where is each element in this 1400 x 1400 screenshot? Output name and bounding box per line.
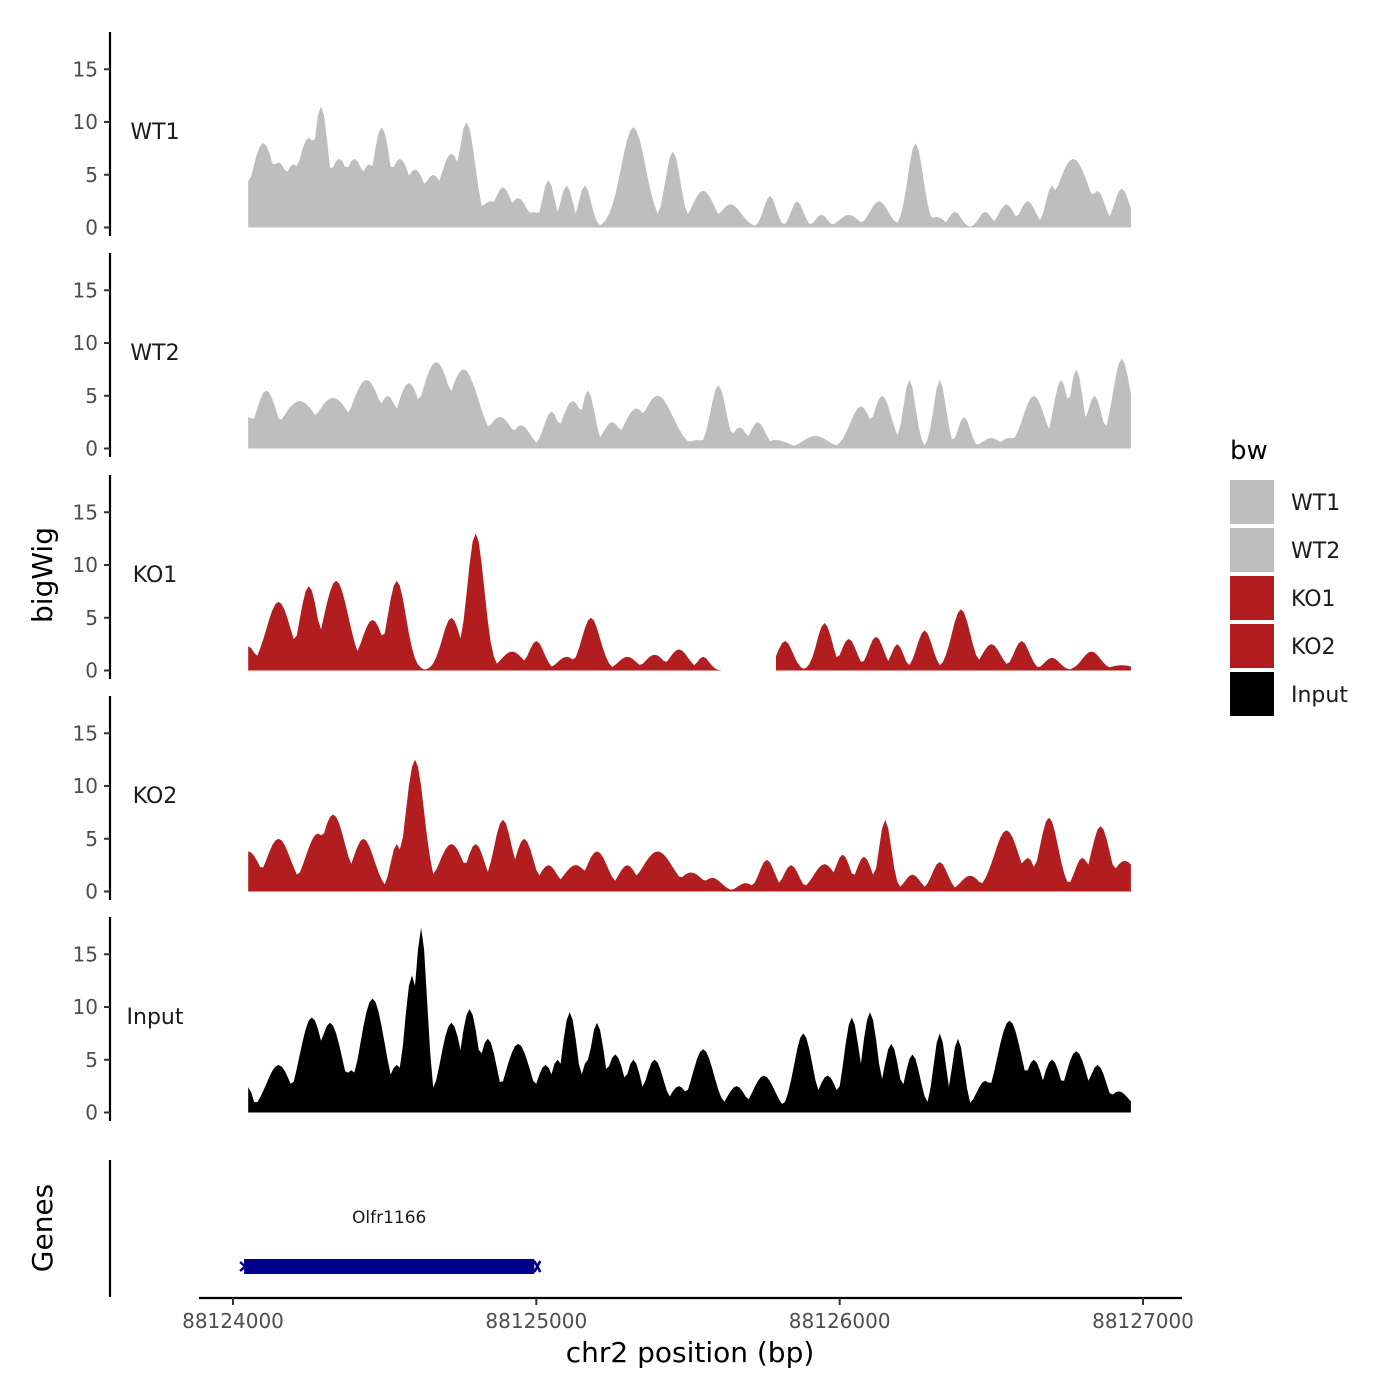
y-tick-label: 10 xyxy=(73,995,98,1019)
track-label-ko2: KO2 xyxy=(133,784,178,809)
y-tick-label: 0 xyxy=(85,1101,98,1125)
area-wt2 xyxy=(248,358,1131,449)
legend-label-ko1: KO1 xyxy=(1291,587,1336,612)
legend-key-input xyxy=(1230,672,1274,716)
gene-start-marker xyxy=(239,1261,246,1272)
area-input xyxy=(248,927,1131,1113)
y-tick-label: 0 xyxy=(85,659,98,683)
y-tick-label: 5 xyxy=(85,827,98,851)
track-ko1: 0 5 10 15 KO1 xyxy=(73,475,1131,683)
y-tick-label: 10 xyxy=(73,110,98,134)
gene-body-olfr1166 xyxy=(244,1259,535,1274)
legend-title: bw xyxy=(1230,436,1268,466)
y-tick-label: 0 xyxy=(85,880,98,904)
track-wt2: 0 5 10 15 WT2 xyxy=(73,253,1131,461)
legend-key-ko2 xyxy=(1230,624,1274,668)
tracks-layer: 0 5 10 15 WT1 0 5 10 15 WT2 0 5 10 15 KO1 0 5 10 15 KO2 0 5 10… xyxy=(73,32,1131,1125)
x-tick-label: 88124000 xyxy=(182,1309,284,1333)
area-ko1-segment-1 xyxy=(248,533,722,671)
area-wt1 xyxy=(248,106,1131,228)
y-tick-label: 5 xyxy=(85,1048,98,1072)
y-tick-label: 0 xyxy=(85,216,98,240)
legend: bw WT1 WT2 KO1 KO2 Input xyxy=(1230,436,1348,716)
genes-layer: Olfr1166 xyxy=(108,1160,542,1297)
y-tick-label: 0 xyxy=(85,437,98,461)
x-axis: 88124000 88125000 88126000 88127000 xyxy=(182,1296,1194,1333)
y-tick-label: 5 xyxy=(85,163,98,187)
genes-axis-title: Genes xyxy=(26,1184,59,1272)
area-ko1-segment-2 xyxy=(776,609,1131,671)
legend-label-wt2: WT2 xyxy=(1291,539,1340,564)
x-tick-label: 88127000 xyxy=(1092,1309,1194,1333)
y-tick-label: 5 xyxy=(85,384,98,408)
y-tick-label: 15 xyxy=(73,942,98,966)
y-tick-label: 15 xyxy=(73,57,98,81)
y-tick-label: 15 xyxy=(73,278,98,302)
area-ko2 xyxy=(248,759,1131,892)
gene-strand-marker xyxy=(533,1260,542,1273)
track-label-ko1: KO1 xyxy=(133,563,178,588)
gene-label-olfr1166: Olfr1166 xyxy=(352,1208,426,1228)
legend-items: WT1 WT2 KO1 KO2 Input xyxy=(1230,480,1348,716)
y-axis-title: bigWig xyxy=(26,527,59,623)
track-label-input: Input xyxy=(127,1005,184,1030)
track-input: 0 5 10 15 Input xyxy=(73,917,1131,1125)
y-tick-label: 10 xyxy=(73,774,98,798)
y-tick-label: 10 xyxy=(73,331,98,355)
track-wt1: 0 5 10 15 WT1 xyxy=(73,32,1131,240)
track-ko2: 0 5 10 15 KO2 xyxy=(73,696,1131,904)
legend-label-ko2: KO2 xyxy=(1291,635,1336,660)
y-tick-label: 5 xyxy=(85,606,98,630)
x-tick-label: 88125000 xyxy=(485,1309,587,1333)
y-tick-label: 15 xyxy=(73,500,98,524)
legend-label-input: Input xyxy=(1291,683,1348,708)
legend-key-wt1 xyxy=(1230,480,1274,524)
x-tick-label: 88126000 xyxy=(789,1309,891,1333)
track-label-wt1: WT1 xyxy=(130,120,179,145)
legend-key-ko1 xyxy=(1230,576,1274,620)
y-tick-label: 10 xyxy=(73,553,98,577)
track-label-wt2: WT2 xyxy=(130,341,179,366)
legend-label-wt1: WT1 xyxy=(1291,491,1340,516)
x-axis-title: chr2 position (bp) xyxy=(566,1336,815,1369)
legend-key-wt2 xyxy=(1230,528,1274,572)
y-tick-label: 15 xyxy=(73,721,98,745)
